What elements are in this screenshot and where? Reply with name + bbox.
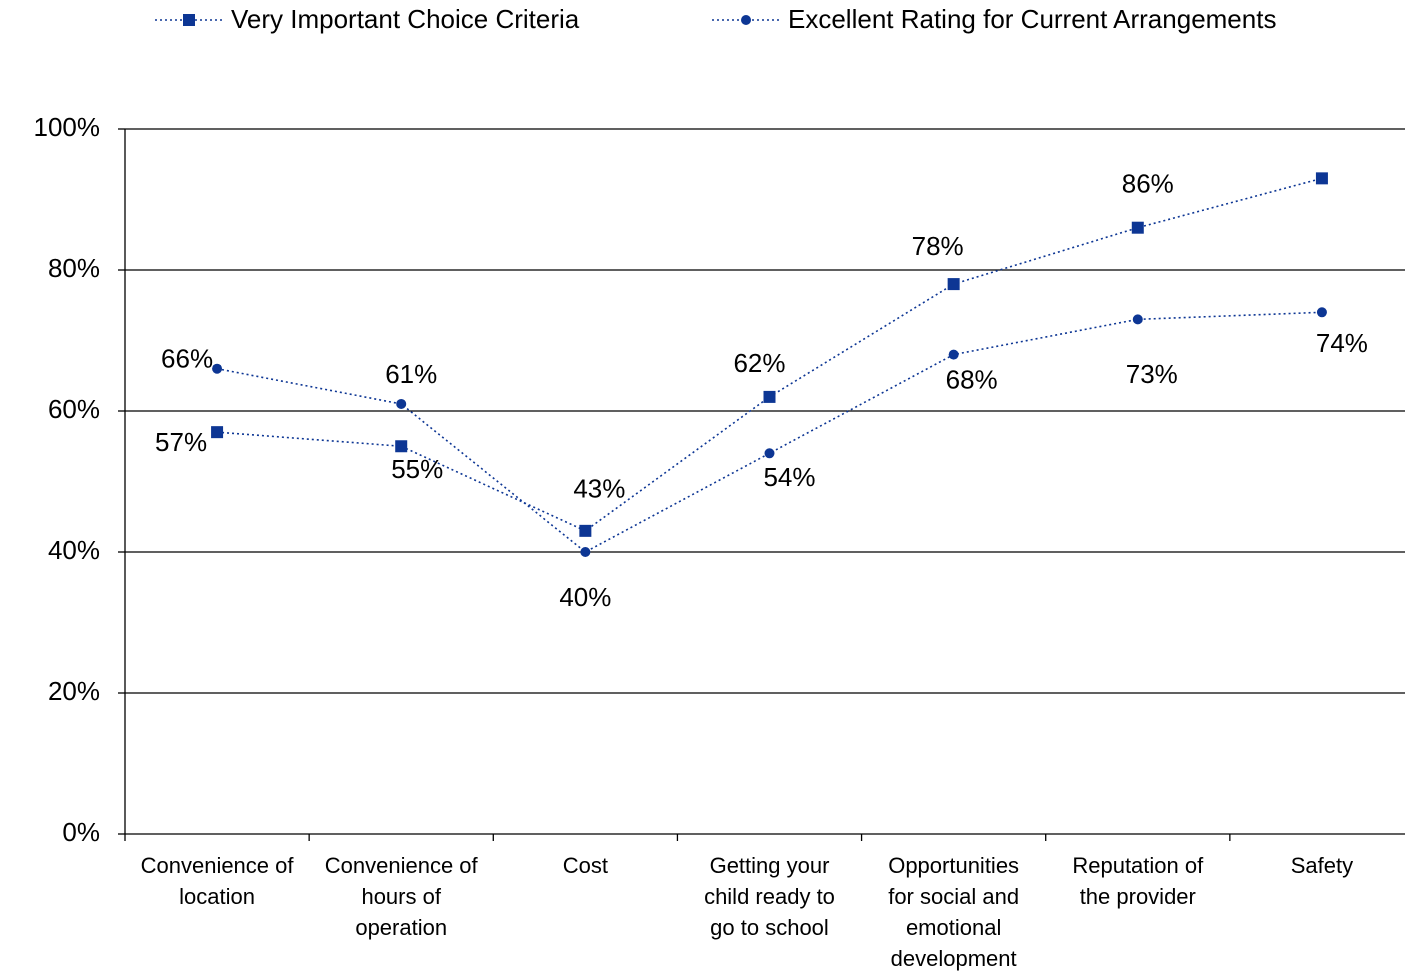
y-tick-label: 0% — [62, 817, 100, 847]
point — [1131, 221, 1144, 234]
point — [1315, 172, 1328, 185]
y-tick-label: 20% — [48, 676, 100, 706]
data-label: 86% — [1122, 169, 1174, 199]
x-tick-label: Reputation of the provider — [1072, 853, 1204, 909]
point — [396, 398, 407, 409]
y-tick-label: 80% — [48, 253, 100, 283]
data-label: 74% — [1316, 328, 1368, 358]
y-tick-label: 60% — [48, 394, 100, 424]
data-label: 55% — [391, 454, 443, 484]
data-label: 40% — [559, 582, 611, 612]
point — [763, 390, 776, 403]
x-tick-label: Safety — [1290, 853, 1354, 878]
data-label: 68% — [946, 364, 998, 394]
point — [948, 349, 959, 360]
data-label: 73% — [1126, 359, 1178, 389]
data-label: 43% — [573, 474, 625, 504]
point — [211, 426, 224, 439]
data-label: 54% — [763, 462, 815, 492]
data-label: 66% — [161, 344, 213, 374]
legend-label: Very Important Choice Criteria — [231, 4, 580, 34]
legend-marker — [183, 14, 195, 26]
data-label: 78% — [912, 231, 964, 261]
legend-label: Excellent Rating for Current Arrangement… — [788, 4, 1276, 34]
data-label: 62% — [733, 348, 785, 378]
point — [764, 448, 775, 459]
legend-marker — [741, 15, 751, 25]
point — [579, 524, 592, 537]
x-tick-label: Convenience of location — [140, 853, 294, 909]
point — [212, 363, 223, 374]
y-tick-label: 40% — [48, 535, 100, 565]
data-label: 61% — [385, 359, 437, 389]
x-tick-label: Opportunities for social and emotional d… — [888, 853, 1020, 971]
y-tick-label: 100% — [34, 112, 101, 142]
point — [1132, 314, 1143, 325]
point — [580, 547, 591, 557]
data-label: 57% — [155, 427, 207, 457]
point — [1316, 307, 1327, 318]
x-tick-label: Cost — [562, 853, 608, 878]
x-tick-label: Convenience of hours of operation — [324, 853, 478, 940]
x-tick-label: Getting your child ready to go to school — [704, 853, 835, 940]
point — [947, 278, 960, 291]
point — [395, 440, 408, 453]
